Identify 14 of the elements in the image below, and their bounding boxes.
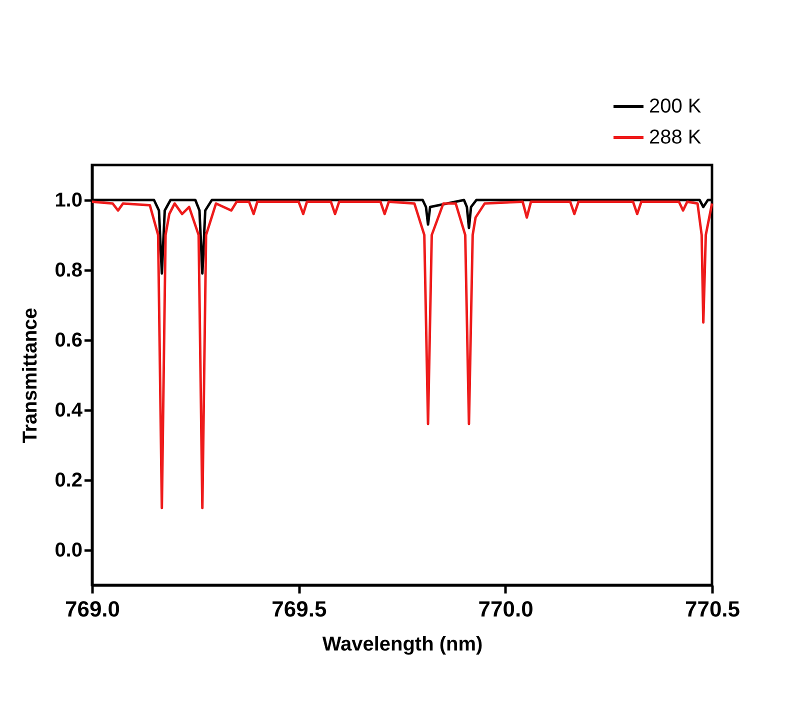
legend-label: 200 K xyxy=(649,96,702,118)
y-tick-label: 0.4 xyxy=(54,400,84,422)
y-tick-label: 0.0 xyxy=(54,540,82,562)
x-tick-label: 770.0 xyxy=(478,596,534,622)
y-tick-label: 1.0 xyxy=(54,190,82,212)
y-tick-label: 0.8 xyxy=(54,260,82,282)
y-tick-label: 0.6 xyxy=(54,330,82,352)
x-tick-label: 769.0 xyxy=(64,596,120,622)
y-tick-label: 0.2 xyxy=(54,470,82,492)
x-tick-label: 770.5 xyxy=(684,596,740,622)
legend-label: 288 K xyxy=(649,126,702,148)
x-axis-title: Wavelength (nm) xyxy=(322,634,483,656)
y-axis-title: Transmittance xyxy=(20,308,42,444)
x-tick-label: 769.5 xyxy=(272,596,327,622)
